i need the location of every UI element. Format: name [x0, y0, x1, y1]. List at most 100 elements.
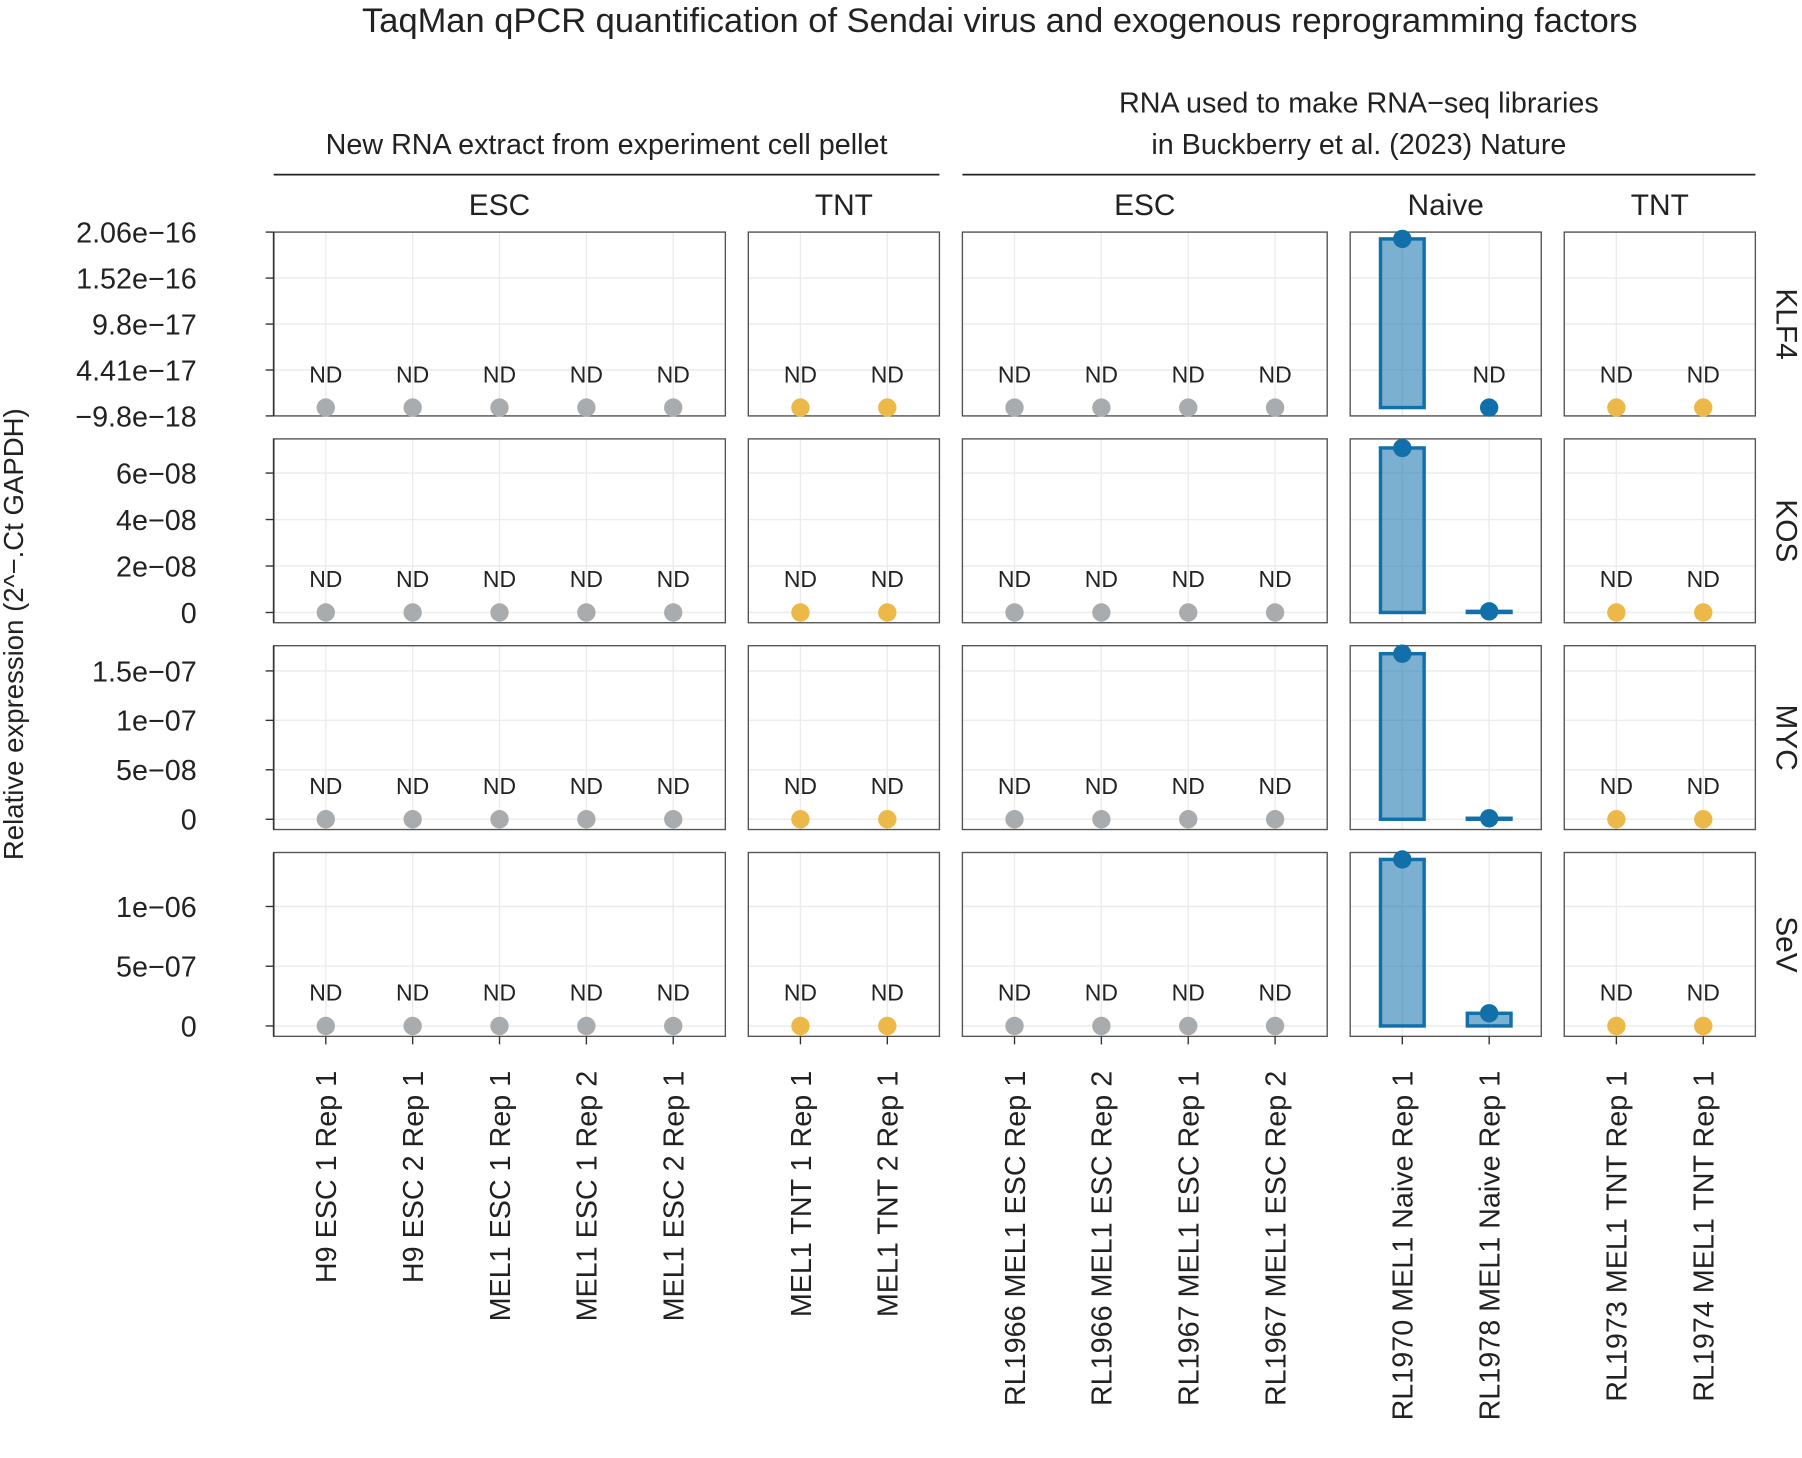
y-tick-label: 1e−06 [116, 892, 197, 924]
x-tick-label: MEL1 ESC 2 Rep 1 [659, 1071, 691, 1322]
point [490, 1016, 509, 1036]
value-label: ND [396, 980, 429, 1006]
point [1005, 398, 1024, 417]
value-label: ND [1085, 773, 1118, 799]
bar [1378, 651, 1426, 821]
y-tick-label: 5e−07 [116, 952, 197, 984]
x-tick-label: MEL1 TNT 1 Rep 1 [786, 1071, 818, 1317]
point [1479, 809, 1499, 828]
value-label: ND [483, 566, 516, 592]
value-label: ND [1085, 980, 1118, 1006]
point [490, 398, 509, 417]
value-label: ND [657, 361, 690, 387]
value-label: ND [396, 773, 429, 799]
group-label: in Buckberry et al. (2023) Nature [1151, 129, 1566, 161]
value-label: ND [1687, 773, 1720, 799]
x-tick-label: RL1978 MEL1 Naive Rep 1 [1475, 1071, 1507, 1421]
value-label: ND [871, 566, 904, 592]
point [791, 810, 810, 829]
point [791, 1016, 810, 1036]
panel-frame [747, 438, 941, 624]
value-label: ND [657, 566, 690, 592]
bar [1378, 857, 1426, 1028]
point [1179, 810, 1198, 829]
point [316, 810, 335, 829]
value-label: ND [784, 773, 817, 799]
value-label: ND [1085, 566, 1118, 592]
point [1179, 398, 1198, 417]
x-tick-label: RL1967 MEL1 ESC Rep 2 [1260, 1071, 1292, 1406]
value-label: ND [998, 361, 1031, 387]
x-tick-label: RL1966 MEL1 ESC Rep 2 [1087, 1071, 1119, 1406]
y-tick-label: 0 [181, 1011, 197, 1043]
point [1694, 1016, 1713, 1036]
x-tick-label: MEL1 TNT 2 Rep 1 [873, 1071, 905, 1317]
y-tick-label: 1.5e−07 [92, 656, 197, 688]
point [1607, 603, 1626, 622]
value-label: ND [1258, 773, 1291, 799]
y-tick-label: 0 [181, 805, 197, 837]
point [1265, 603, 1285, 622]
x-tick-label: RL1967 MEL1 ESC Rep 1 [1174, 1071, 1206, 1406]
row-label: SeV [1769, 916, 1802, 973]
panel-frame [747, 231, 941, 417]
bar [1378, 446, 1426, 615]
value-label: ND [396, 361, 429, 387]
point [791, 398, 810, 417]
point [1005, 810, 1024, 829]
value-label: ND [657, 773, 690, 799]
point [878, 810, 897, 829]
panel-label: ESC [1114, 189, 1175, 222]
x-tick-label: RL1973 MEL1 TNT Rep 1 [1602, 1071, 1634, 1402]
panel-frame [1349, 438, 1542, 624]
bar [1378, 237, 1426, 410]
point [1393, 644, 1412, 663]
value-label: ND [570, 361, 603, 387]
point [1694, 398, 1713, 417]
value-label: ND [1473, 361, 1506, 387]
panel-frame [1563, 851, 1757, 1038]
value-label: ND [1258, 566, 1291, 592]
point [577, 1016, 596, 1036]
x-tick-label: MEL1 ESC 1 Rep 2 [572, 1071, 604, 1322]
point [878, 398, 897, 417]
value-label: ND [1600, 980, 1633, 1006]
y-axis-label: Relative expression (2^−.Ct GAPDH) [0, 408, 29, 860]
value-label: ND [309, 980, 342, 1006]
value-label: ND [309, 566, 342, 592]
point [403, 398, 422, 417]
point [1479, 398, 1499, 417]
point [1607, 398, 1626, 417]
panel-frame [961, 851, 1328, 1038]
chart-title: TaqMan qPCR quantification of Sendai vir… [362, 2, 1637, 40]
y-tick-label: 5e−08 [116, 755, 197, 787]
point [403, 810, 422, 829]
value-label: ND [309, 361, 342, 387]
point [1179, 603, 1198, 622]
point [664, 1016, 683, 1036]
point [316, 1016, 335, 1036]
value-label: ND [1600, 773, 1633, 799]
value-label: ND [1600, 361, 1633, 387]
point [577, 603, 596, 622]
point [1092, 810, 1111, 829]
panel-frame [961, 438, 1328, 624]
panel-frame [1563, 231, 1757, 417]
panel-frame [961, 231, 1328, 417]
point [1005, 1016, 1024, 1036]
value-label: ND [570, 980, 603, 1006]
point [316, 398, 335, 417]
y-tick-label: 2.06e−16 [76, 217, 197, 249]
x-tick-label: RL1970 MEL1 Naive Rep 1 [1388, 1071, 1420, 1421]
group-label: RNA used to make RNA−seq libraries [1119, 88, 1599, 120]
point [1092, 603, 1111, 622]
point [577, 398, 596, 417]
group-label: New RNA extract from experiment cell pel… [326, 129, 888, 161]
point [1265, 398, 1285, 417]
x-tick-label: H9 ESC 2 Rep 1 [398, 1071, 430, 1283]
y-tick-label: 2e−08 [116, 551, 197, 583]
value-label: ND [784, 980, 817, 1006]
y-tick-label: 6e−08 [116, 458, 197, 490]
